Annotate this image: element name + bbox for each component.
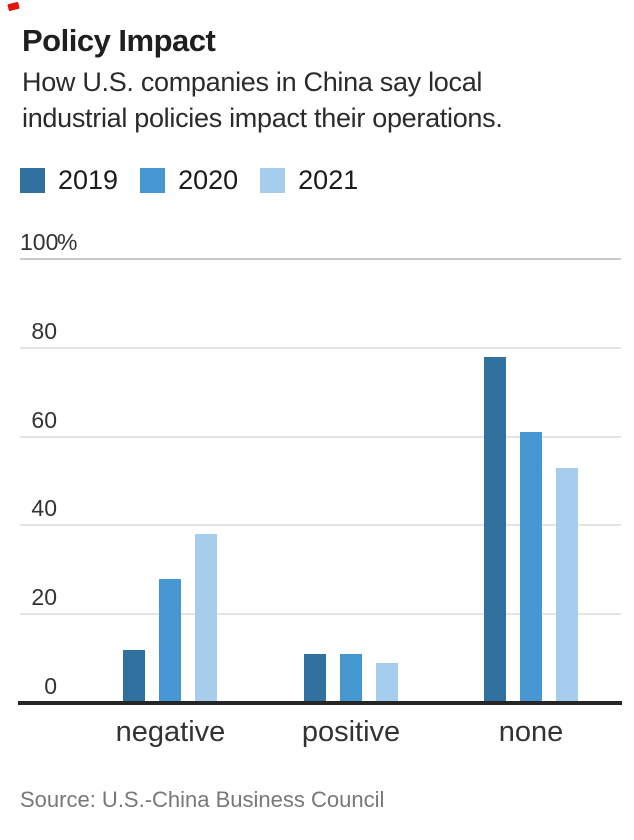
bar-negative-2019 xyxy=(123,649,146,703)
gridline-60 xyxy=(20,435,621,438)
legend-swatch-icon xyxy=(140,168,166,193)
chart-subtitle-line-1: How U.S. companies in China say local xyxy=(22,67,483,97)
tick-number: 100 xyxy=(20,229,59,255)
y-axis-tick-label: 20 xyxy=(20,584,57,610)
bar-negative-2020 xyxy=(159,578,182,703)
gridline-100 xyxy=(20,258,621,260)
legend-label: 2019 xyxy=(58,165,119,195)
y-axis-tick-label: 40 xyxy=(20,495,57,521)
tick-number: 20 xyxy=(31,584,57,611)
tick-number: 40 xyxy=(31,495,57,522)
y-axis-tick-label: 60 xyxy=(20,407,57,433)
y-axis-tick-label: 80 xyxy=(20,318,57,344)
x-axis-line xyxy=(18,701,622,705)
legend-item-2021: 2021 xyxy=(260,167,358,194)
chart-legend: 2019 2020 2021 xyxy=(20,167,358,194)
gridline-20 xyxy=(20,613,621,616)
bar-positive-2021 xyxy=(375,663,398,703)
gridline-80 xyxy=(20,346,621,349)
y-axis-tick-label: 0 xyxy=(20,673,57,699)
tick-number: 80 xyxy=(31,317,57,344)
legend-swatch-icon xyxy=(260,168,286,193)
bar-positive-2020 xyxy=(339,654,362,703)
chart-subtitle-line-2: industrial policies impact their operati… xyxy=(22,103,503,133)
tick-suffix: % xyxy=(57,229,78,255)
bar-positive-2019 xyxy=(303,654,326,703)
gridline-40 xyxy=(20,524,621,527)
legend-swatch-icon xyxy=(20,168,45,193)
legend-item-2019: 2019 xyxy=(20,167,118,194)
tick-number: 60 xyxy=(31,406,57,433)
x-axis-category-none: none xyxy=(498,716,564,748)
source-note: Source: U.S.-China Business Council xyxy=(20,787,385,812)
bar-negative-2021 xyxy=(195,534,217,703)
bar-none-2020 xyxy=(519,432,542,703)
legend-label: 2021 xyxy=(298,165,359,195)
tick-number: 0 xyxy=(44,673,57,699)
chart-title: Policy Impact xyxy=(22,23,216,58)
legend-label: 2020 xyxy=(178,165,239,195)
chart-subtitle: How U.S. companies in China say local in… xyxy=(22,64,503,136)
legend-item-2020: 2020 xyxy=(140,167,238,194)
bar-none-2019 xyxy=(483,356,506,703)
x-axis-category-negative: negative xyxy=(115,716,226,748)
x-axis-category-positive: positive xyxy=(301,716,401,748)
bar-none-2021 xyxy=(555,467,578,703)
y-axis-tick-label: 100% xyxy=(20,229,77,255)
